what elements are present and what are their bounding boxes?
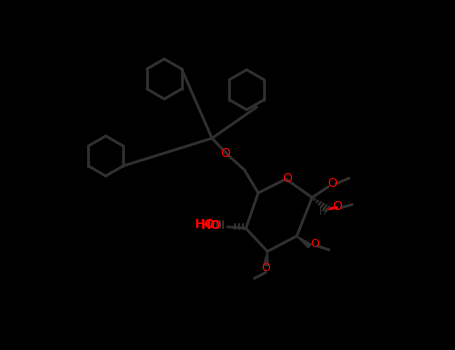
Text: H: H — [318, 207, 326, 217]
Text: O: O — [220, 147, 230, 160]
Text: O: O — [282, 172, 292, 185]
Text: O: O — [333, 199, 343, 212]
Polygon shape — [297, 236, 311, 248]
Text: HO: HO — [195, 218, 216, 231]
Text: O: O — [310, 239, 319, 249]
Polygon shape — [263, 251, 268, 266]
Text: O: O — [327, 177, 337, 190]
Text: HO: HO — [201, 219, 222, 232]
Text: O: O — [262, 264, 270, 273]
